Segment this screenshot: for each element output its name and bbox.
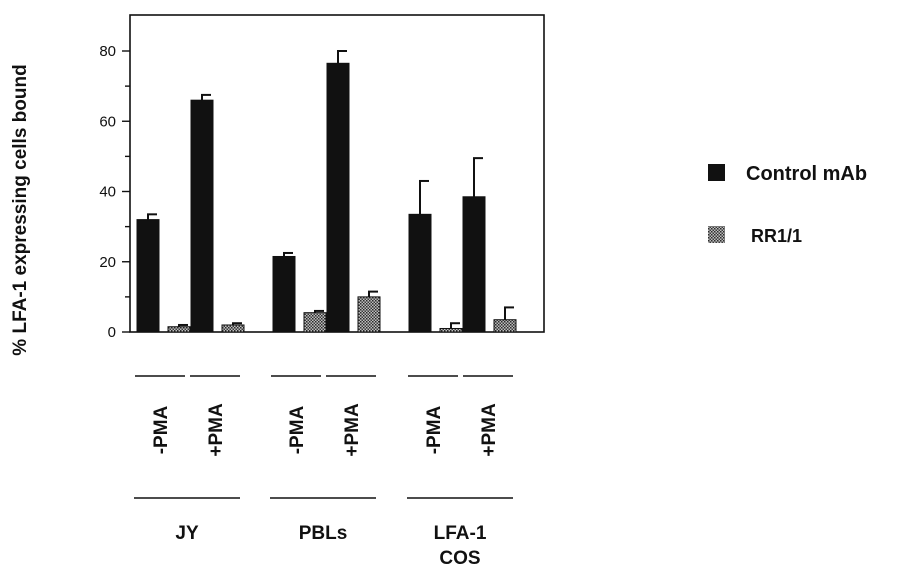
legend-swatch-control-mab <box>708 164 725 181</box>
bar-jy-pma-control-mab <box>136 219 160 333</box>
bar-lfa-1-cos-pma-rr1-1 <box>439 327 463 333</box>
category-label: +PMA <box>479 403 500 457</box>
y-tick-label: 80 <box>99 43 116 60</box>
bar-jy-pma-control-mab <box>190 99 214 333</box>
group-label: PBLs <box>299 523 348 544</box>
legend: Control mAb RR1/1 <box>708 163 867 246</box>
category-label: -PMA <box>151 405 172 454</box>
category-label: +PMA <box>206 403 227 457</box>
legend-item-control-mab: Control mAb <box>708 163 867 185</box>
bar-pbls-pma-control-mab <box>272 255 296 333</box>
x-axis-labels: -PMA +PMA -PMA +PMA -PMA +PMA JY PBLs LFA-1 COS <box>134 375 513 569</box>
bar-pbls-pma-control-mab <box>326 62 350 333</box>
group-label: COS <box>439 548 480 569</box>
bar-lfa-1-cos-pma-control-mab <box>408 213 432 333</box>
category-label: +PMA <box>342 403 363 457</box>
group-label: JY <box>175 523 199 544</box>
legend-label-control-mab: Control mAb <box>746 163 867 185</box>
y-tick-label: 0 <box>108 324 116 341</box>
bar-jy-pma-rr1-1 <box>221 324 245 333</box>
bar-pbls-pma-rr1-1 <box>303 312 327 333</box>
legend-item-rr1-1: RR1/1 <box>708 226 802 246</box>
y-tick-label: 20 <box>99 254 116 271</box>
category-label: -PMA <box>424 405 445 454</box>
y-tick-label: 60 <box>99 113 116 130</box>
bars-layer <box>136 50 517 333</box>
legend-label-rr1-1: RR1/1 <box>751 226 802 246</box>
y-axis-label: % LFA-1 expressing cells bound <box>10 64 31 355</box>
legend-swatch-rr1-1 <box>708 226 725 243</box>
bar-pbls-pma-rr1-1 <box>357 296 381 333</box>
group-label: LFA-1 <box>434 523 487 544</box>
bar-lfa-1-cos-pma-control-mab <box>462 196 486 333</box>
category-label: -PMA <box>287 405 308 454</box>
y-tick-label: 40 <box>99 184 116 201</box>
bar-lfa-1-cos-pma-rr1-1 <box>493 319 517 333</box>
bar-jy-pma-rr1-1 <box>167 326 191 333</box>
